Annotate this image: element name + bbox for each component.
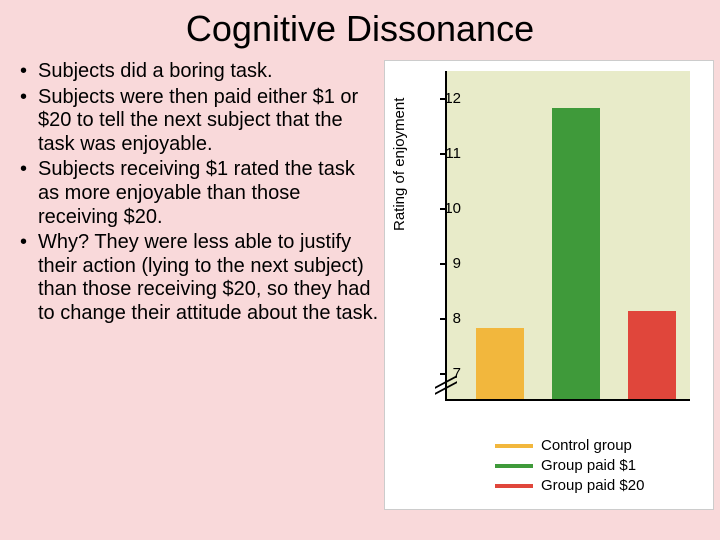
legend: Control group Group paid $1 Group paid $20 [495,437,644,497]
bullet-item: Subjects were then paid either $1 or $20… [16,86,380,157]
legend-item: Group paid $1 [495,457,644,474]
y-tick-label: 8 [431,310,461,327]
y-axis-label: Rating of enjoyment [391,98,408,231]
legend-item: Group paid $20 [495,477,644,494]
legend-swatch [495,444,533,448]
chart-panel: Rating of enjoyment 789101112 Control gr… [384,60,714,510]
plot-area [445,71,690,401]
legend-swatch [495,464,533,468]
y-tick-label: 10 [431,200,461,217]
bar [552,108,600,400]
legend-label: Control group [541,437,632,454]
y-tick-mark [440,263,445,265]
page-title: Cognitive Dissonance [0,0,720,56]
y-tick-label: 9 [431,255,461,272]
legend-item: Control group [495,437,644,454]
y-tick-mark [440,318,445,320]
bullet-item: Subjects did a boring task. [16,60,380,84]
legend-label: Group paid $1 [541,457,636,474]
y-tick-label: 12 [431,90,461,107]
y-tick-mark [440,373,445,375]
bar [476,328,524,400]
bullet-item: Subjects receiving $1 rated the task as … [16,158,380,229]
legend-label: Group paid $20 [541,477,644,494]
y-tick-mark [440,208,445,210]
axis-break-icon [435,379,457,393]
y-tick-label: 11 [431,145,461,162]
legend-swatch [495,484,533,488]
bullet-list: Subjects did a boring task. Subjects wer… [16,60,380,510]
y-tick-mark [440,153,445,155]
y-tick-mark [440,98,445,100]
bullet-item: Why? They were less able to justify thei… [16,231,380,325]
bar [628,311,676,399]
content-row: Subjects did a boring task. Subjects wer… [0,56,720,510]
